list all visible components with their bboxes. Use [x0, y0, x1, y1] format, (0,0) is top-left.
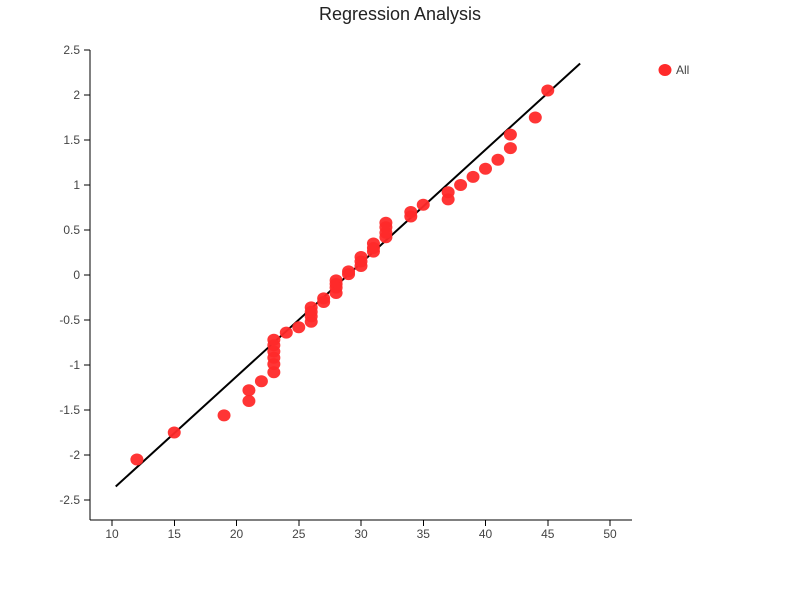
data-point: [292, 321, 306, 334]
y-tick-label: 2: [73, 88, 80, 102]
data-point: [167, 426, 181, 439]
data-points: [130, 84, 555, 466]
data-point: [491, 153, 505, 166]
x-tick-label: 25: [292, 527, 306, 541]
chart-title: Regression Analysis: [319, 4, 481, 24]
data-point: [130, 453, 144, 466]
y-tick-label: 1.5: [63, 133, 80, 147]
axes: 10 15 20 25 30 35 40 45 50 -2.5 -2 -1.5 -1 -0.5 0 0.5 1 1…: [59, 43, 632, 541]
data-point: [528, 111, 542, 124]
data-point: [267, 366, 281, 379]
data-point: [404, 210, 418, 223]
y-tick-label: -1: [69, 358, 80, 372]
x-tick-label: 15: [168, 527, 182, 541]
data-point: [242, 384, 256, 397]
legend-marker-all: [658, 64, 672, 76]
data-point: [279, 326, 293, 339]
data-point: [366, 245, 380, 258]
y-tick-label: 2.5: [63, 43, 80, 57]
x-tick-label: 35: [417, 527, 431, 541]
x-tick-label: 40: [479, 527, 493, 541]
data-point: [217, 409, 231, 422]
legend: All: [658, 63, 689, 77]
y-tick-label: 0: [73, 268, 80, 282]
data-point: [317, 296, 331, 308]
legend-label-all: All: [676, 63, 689, 77]
data-point: [354, 260, 368, 272]
data-point: [379, 231, 393, 244]
y-tick-label: -0.5: [59, 313, 80, 327]
data-point: [254, 375, 268, 388]
data-point: [304, 315, 318, 328]
data-point: [466, 170, 480, 183]
y-tick-label: -2: [69, 448, 80, 462]
y-tick-label: -2.5: [59, 493, 80, 507]
data-point: [416, 198, 430, 211]
data-point: [479, 162, 492, 175]
x-tick-label: 10: [105, 527, 119, 541]
y-tick-label: 1: [73, 178, 80, 192]
data-point: [441, 193, 455, 206]
data-point: [503, 142, 517, 155]
data-point: [541, 84, 555, 97]
x-tick-label: 20: [230, 527, 244, 541]
data-point: [503, 128, 517, 141]
y-tick-label: 0.5: [63, 223, 80, 237]
data-point: [342, 268, 356, 281]
x-tick-label: 45: [541, 527, 555, 541]
data-point: [242, 395, 256, 407]
y-tick-label: -1.5: [59, 403, 80, 417]
x-tick-label: 30: [354, 527, 368, 541]
x-tick-label: 50: [603, 527, 617, 541]
data-point: [454, 179, 468, 191]
data-point: [329, 287, 343, 299]
